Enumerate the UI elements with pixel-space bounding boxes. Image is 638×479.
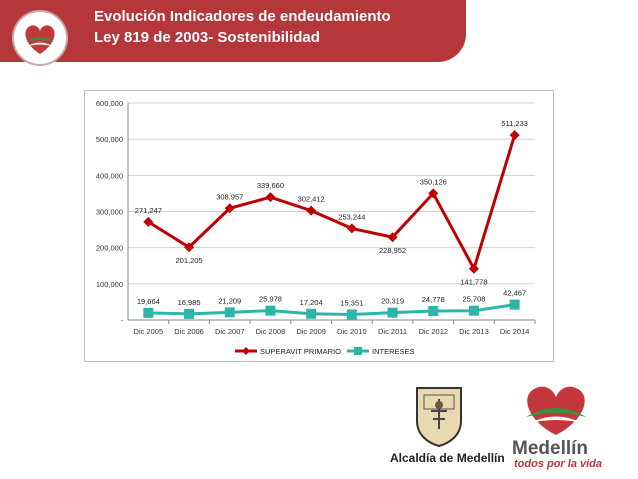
y-tick-label: 500,000 [96, 135, 123, 144]
data-point-superavit [306, 206, 316, 216]
data-point-intereses [265, 306, 275, 316]
data-point-intereses [388, 308, 398, 318]
data-point-intereses [184, 309, 194, 319]
data-label-superavit: 339,660 [257, 181, 284, 190]
legend-label-superavit: SUPERAVIT PRIMARIO [260, 347, 341, 356]
data-point-intereses [347, 309, 357, 319]
data-label-superavit: 228,952 [379, 246, 406, 255]
data-point-intereses [510, 300, 520, 310]
y-tick-label: 300,000 [96, 208, 123, 217]
data-point-intereses [143, 308, 153, 318]
data-point-superavit [265, 192, 275, 202]
page-title: Evolución Indicadores de endeudamiento L… [94, 6, 391, 48]
coat-of-arms-icon [414, 385, 464, 447]
data-label-superavit: 308,957 [216, 192, 243, 201]
y-tick-label: 100,000 [96, 280, 123, 289]
series-line-intereses [148, 305, 514, 315]
chart-container: - 100,000 200,000 300,000 400,000 500,000 600,… [84, 90, 554, 362]
y-tick-label: 600,000 [96, 99, 123, 108]
legend-label-intereses: INTERESES [372, 347, 415, 356]
data-point-superavit [347, 223, 357, 233]
data-label-superavit: 511,233 [501, 119, 528, 128]
data-label-intereses: 24,778 [422, 295, 445, 304]
x-tick-label: Dic 2013 [459, 327, 489, 336]
legend-marker-intereses [354, 347, 362, 355]
y-tick-label: 400,000 [96, 171, 123, 180]
data-label-intereses: 21,209 [218, 296, 241, 305]
data-label-intereses: 17,204 [300, 298, 323, 307]
city-name: Medellín [512, 438, 588, 460]
data-label-intereses: 16,985 [178, 298, 201, 307]
alcaldia-label: Alcaldía de Medellín [390, 451, 505, 465]
data-label-intereses: 25,708 [462, 295, 485, 304]
data-label-superavit: 201,205 [175, 256, 202, 265]
data-label-intereses: 42,467 [503, 289, 526, 298]
data-label-superavit: 271,247 [135, 206, 162, 215]
data-label-intereses: 19,664 [137, 297, 160, 306]
data-label-superavit: 253,244 [338, 212, 365, 221]
legend-marker-superavit [242, 347, 250, 355]
data-label-intereses: 20,319 [381, 297, 404, 306]
medellin-heart-logo [514, 377, 598, 439]
data-point-intereses [225, 307, 235, 317]
x-tick-label: Dic 2011 [378, 327, 407, 336]
data-label-superavit: 302,412 [298, 195, 325, 204]
line-chart: - 100,000 200,000 300,000 400,000 500,000 600,… [85, 91, 553, 361]
x-tick-label: Dic 2006 [174, 327, 204, 336]
y-tick-label: 200,000 [96, 244, 123, 253]
data-label-superavit: 350,126 [420, 177, 447, 186]
x-tick-label: Dic 2012 [418, 327, 448, 336]
x-tick-label: Dic 2014 [500, 327, 530, 336]
data-label-intereses: 15,351 [340, 298, 363, 307]
x-tick-label: Dic 2007 [215, 327, 245, 336]
data-label-superavit: 141,778 [460, 278, 487, 287]
data-point-intereses [469, 306, 479, 316]
title-line-2: Ley 819 de 2003- Sostenibilidad [94, 27, 391, 48]
x-tick-label: Dic 2010 [337, 327, 367, 336]
tagline: todos por la vida [514, 458, 602, 470]
x-tick-label: Dic 2005 [134, 327, 164, 336]
data-point-superavit [510, 130, 520, 140]
data-point-intereses [306, 309, 316, 319]
medellin-logo-small [12, 10, 68, 66]
data-label-intereses: 25,978 [259, 295, 282, 304]
x-tick-label: Dic 2009 [296, 327, 326, 336]
x-tick-label: Dic 2008 [256, 327, 286, 336]
data-point-intereses [428, 306, 438, 316]
title-line-1: Evolución Indicadores de endeudamiento [94, 6, 391, 27]
y-tick-label: - [121, 316, 124, 325]
series-line-superavit [148, 135, 514, 269]
